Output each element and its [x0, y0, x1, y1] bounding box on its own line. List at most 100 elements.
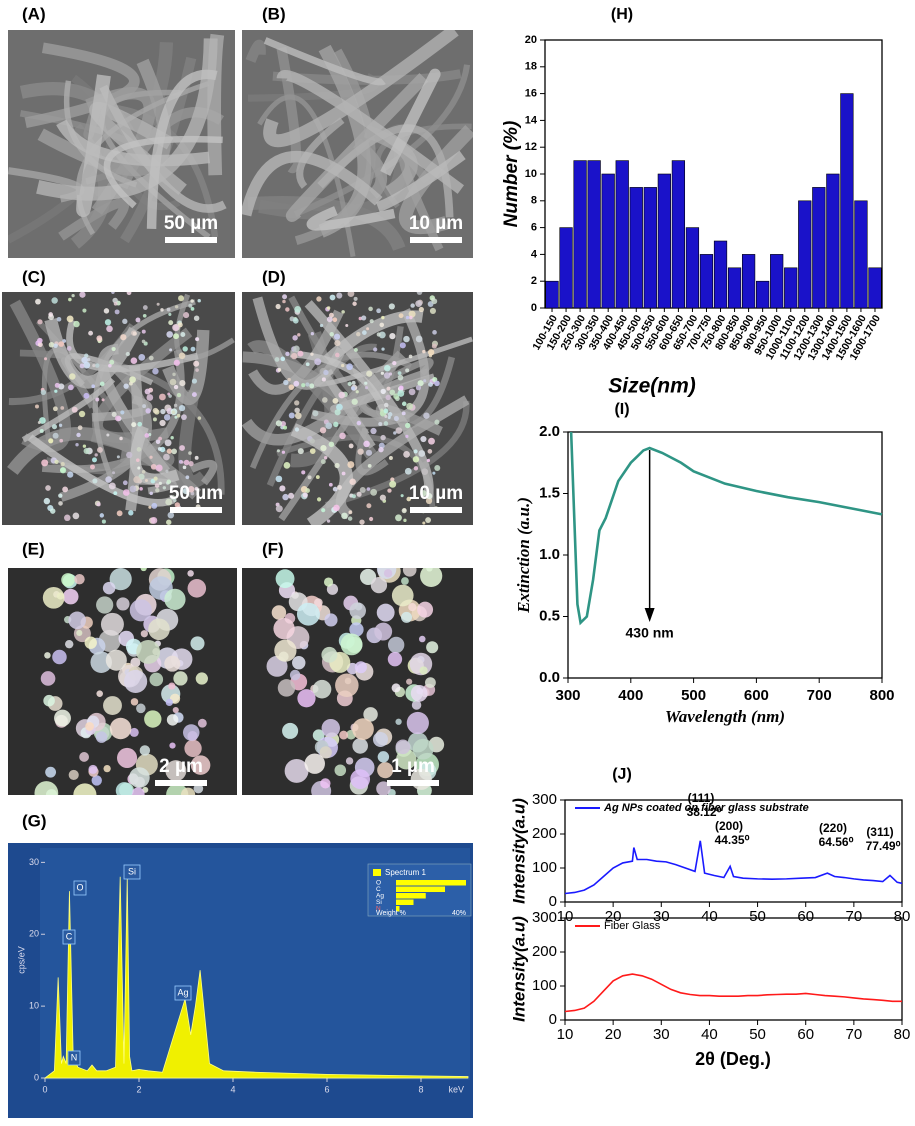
particle — [124, 669, 148, 694]
particle — [53, 406, 58, 412]
particle — [384, 414, 388, 418]
particle — [182, 465, 187, 470]
peak-label: O — [76, 882, 83, 892]
particle — [75, 443, 79, 447]
bar — [396, 893, 426, 899]
bar — [741, 254, 756, 309]
particle — [140, 568, 147, 572]
peak-hkl: (220) — [819, 821, 847, 835]
x-tick-label: 20 — [605, 908, 622, 925]
particle — [176, 392, 182, 398]
particle — [337, 484, 342, 490]
particle — [131, 422, 137, 428]
particle — [381, 347, 385, 351]
particle — [400, 494, 404, 498]
particle — [422, 349, 426, 354]
bar — [559, 227, 573, 309]
x-tick-label: 50 — [749, 908, 766, 925]
fiber — [257, 94, 356, 258]
particle — [58, 341, 65, 347]
x-tick-label: 800 — [869, 687, 894, 704]
x-axis-label: Weight % — [376, 910, 406, 917]
x-tick-label: 600 — [744, 687, 769, 704]
particle — [82, 444, 87, 448]
particle — [314, 598, 323, 607]
particle — [296, 602, 320, 626]
particle — [396, 749, 417, 770]
particle — [412, 738, 434, 760]
particle — [353, 296, 358, 301]
particle — [310, 352, 314, 356]
particle — [160, 408, 166, 415]
particle — [413, 449, 418, 454]
particle — [369, 516, 374, 522]
particle — [294, 400, 300, 406]
fiber — [41, 347, 87, 442]
y-axis-label: Intensity(a.u) — [509, 798, 528, 904]
particle — [422, 521, 426, 525]
particle — [320, 778, 331, 789]
particle — [378, 331, 386, 339]
particle — [410, 684, 428, 702]
particle — [351, 380, 356, 385]
particle — [193, 783, 204, 794]
fiber — [263, 30, 459, 148]
peak-tag — [62, 929, 76, 945]
y-tick-label: 2 — [531, 275, 537, 287]
particle — [345, 324, 349, 328]
particle — [117, 747, 138, 768]
particle — [334, 352, 340, 358]
particle — [166, 331, 174, 338]
particle — [387, 636, 405, 654]
particle — [421, 468, 429, 475]
y-tick-label: 200 — [532, 943, 557, 960]
particle — [291, 352, 298, 360]
scale-bar — [155, 780, 207, 786]
particle — [388, 372, 393, 376]
particle — [281, 450, 286, 454]
peak-label: C — [66, 931, 73, 941]
peak-tag — [67, 1050, 81, 1066]
particle — [366, 327, 370, 331]
panel-label: (F) — [262, 539, 284, 558]
particle — [182, 346, 188, 352]
particle — [169, 378, 177, 386]
particle — [333, 333, 341, 340]
y-tick-label: 2.0 — [539, 423, 560, 440]
x-axis-label: keV — [448, 1084, 464, 1094]
particle — [387, 415, 391, 420]
particle — [99, 381, 105, 387]
particle — [393, 431, 397, 435]
annotation-label: 430 nm — [626, 625, 674, 641]
particle — [335, 673, 359, 698]
x-tick-label: 8 — [418, 1084, 423, 1094]
fiber — [375, 150, 466, 213]
peak-angle: 77.49⁰ — [866, 839, 901, 853]
particle — [292, 317, 299, 324]
particle — [377, 762, 394, 779]
particle — [173, 498, 177, 503]
x-tick-label: 60 — [797, 908, 814, 925]
particle — [64, 514, 71, 522]
particle — [428, 382, 433, 387]
particle — [376, 308, 381, 314]
particle — [324, 613, 338, 627]
particle — [122, 318, 128, 325]
fiber — [146, 69, 218, 229]
particle — [155, 439, 161, 445]
particle — [283, 379, 289, 386]
particle — [406, 678, 413, 685]
legend-label: Spectrum 1 — [385, 868, 426, 877]
x-axis-label: 2θ (Deg.) — [695, 1049, 771, 1069]
particle — [274, 357, 280, 362]
particle — [366, 370, 373, 377]
particle — [96, 690, 103, 697]
particle — [408, 602, 417, 612]
particle — [144, 388, 151, 395]
particle — [178, 352, 186, 360]
particle — [356, 491, 362, 497]
particle — [48, 312, 54, 317]
texture — [8, 568, 237, 795]
particle — [129, 599, 152, 622]
particle — [333, 504, 340, 512]
